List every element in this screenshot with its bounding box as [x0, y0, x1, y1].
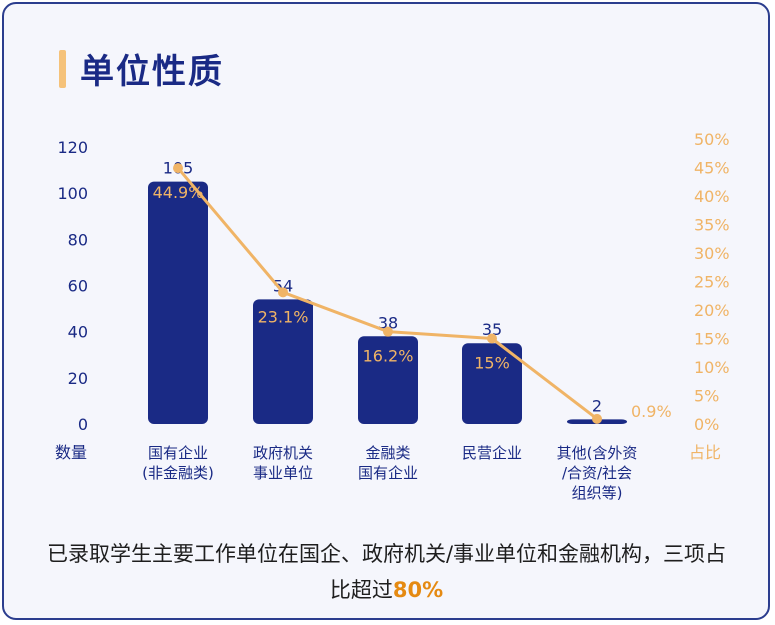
y-tick-label: 0 [78, 415, 88, 434]
card [2, 2, 770, 620]
y-tick-label: 40 [68, 323, 88, 342]
bar-value-label: 54 [273, 276, 293, 295]
percentage-point [383, 326, 393, 337]
percentage-label: 16.2% [363, 347, 414, 366]
y-axis-label: 数量 [55, 443, 87, 462]
x-tick-label: 政府机关 [253, 444, 313, 462]
y-tick-label: 100 [57, 184, 88, 203]
y2-tick-label: 20% [694, 301, 730, 320]
y2-tick-label: 0% [694, 415, 719, 434]
bar [462, 343, 522, 424]
bar [358, 336, 418, 424]
bar-value-label: 38 [378, 313, 398, 332]
y-tick-label: 80 [68, 230, 88, 249]
y2-tick-label: 15% [694, 330, 730, 349]
percentage-label: 23.1% [258, 307, 309, 326]
percentage-label: 0.9% [631, 402, 672, 421]
title-accent-bar [59, 50, 66, 88]
y-tick-label: 60 [68, 277, 88, 296]
y2-tick-label: 50% [694, 130, 730, 149]
caption-text: 已录取学生主要工作单位在国企、政府机关/事业单位和金融机构，三项占比超过 [46, 542, 727, 602]
y2-tick-label: 45% [694, 159, 730, 178]
percentage-point [278, 287, 288, 298]
x-tick-label: 组织等) [572, 484, 623, 502]
percentage-label: 44.9% [153, 183, 204, 202]
y2-axis-label: 占比 [689, 443, 721, 462]
bar [253, 299, 313, 424]
x-tick-label: (非金融类) [142, 464, 214, 482]
page-title: 单位性质 [80, 52, 224, 92]
x-tick-label: 国有企业 [358, 464, 418, 482]
x-tick-label: 国有企业 [148, 444, 208, 462]
percentage-point [592, 413, 602, 424]
x-tick-label: /合资/社会 [562, 464, 632, 482]
x-tick-label: 民营企业 [462, 444, 522, 462]
y-tick-label: 120 [57, 138, 88, 157]
percentage-point [487, 333, 497, 344]
y2-tick-label: 5% [694, 387, 719, 406]
x-tick-label: 金融类 [365, 444, 410, 462]
bar-value-label: 35 [482, 320, 502, 339]
bar-value-label: 2 [592, 396, 602, 415]
percentage-point [173, 163, 183, 174]
percentage-label: 15% [474, 354, 510, 373]
bar [148, 181, 208, 424]
y2-tick-label: 10% [694, 358, 730, 377]
x-tick-label: 事业单位 [253, 464, 313, 482]
y-tick-label: 20 [68, 369, 88, 388]
y2-tick-label: 40% [694, 187, 730, 206]
caption: 已录取学生主要工作单位在国企、政府机关/事业单位和金融机构，三项占比超过80% [40, 536, 733, 608]
y2-tick-label: 30% [694, 244, 730, 263]
y2-tick-label: 35% [694, 216, 730, 235]
x-tick-label: 其他(含外资 [557, 444, 638, 462]
caption-highlight: 80% [392, 578, 444, 602]
y2-tick-label: 25% [694, 273, 730, 292]
